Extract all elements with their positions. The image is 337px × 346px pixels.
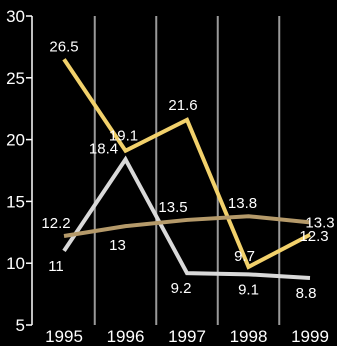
series-line [62,155,311,281]
series-line [62,58,311,270]
data-label: 9.1 [238,281,259,298]
data-label: 9.7 [234,248,255,265]
data-label: 21.6 [168,97,197,114]
data-label: 12.3 [299,228,328,245]
data-label: 8.8 [296,285,317,302]
y-tick-label: 15 [6,192,25,211]
vertical-gridlines [93,16,281,325]
x-tick-label: 1999 [291,327,329,346]
x-tick-label: 1997 [168,327,206,346]
series-lines [62,58,311,281]
data-label: 11 [48,258,64,275]
data-label: 13.5 [158,199,187,216]
x-tick-label: 1995 [45,327,83,346]
x-axis-ticks: 1995 1996 1997 1998 1999 [45,327,329,346]
y-tick-label: 10 [6,254,25,273]
data-label: 13 [109,237,126,254]
data-label: 18.4 [89,140,118,157]
y-tick-label: 25 [6,69,25,88]
data-label: 13.3 [305,214,334,231]
x-tick-label: 1996 [107,327,145,346]
y-axis-ticks: 5 10 15 20 25 30 [6,7,32,335]
data-label: 9.2 [171,280,192,297]
data-label: 19.1 [109,128,138,145]
y-tick-label: 30 [6,7,25,26]
data-label: 26.5 [49,38,78,55]
data-labels: 26.5 19.1 21.6 9.7 12.3 11 18.4 9.2 9.1 8.8 12.2 13… [41,38,334,302]
y-tick-label: 5 [16,316,25,335]
data-label: 13.8 [228,195,257,212]
series-line [63,214,311,238]
data-label: 12.2 [41,215,70,232]
x-tick-label: 1998 [230,327,268,346]
y-tick-label: 20 [6,131,25,150]
